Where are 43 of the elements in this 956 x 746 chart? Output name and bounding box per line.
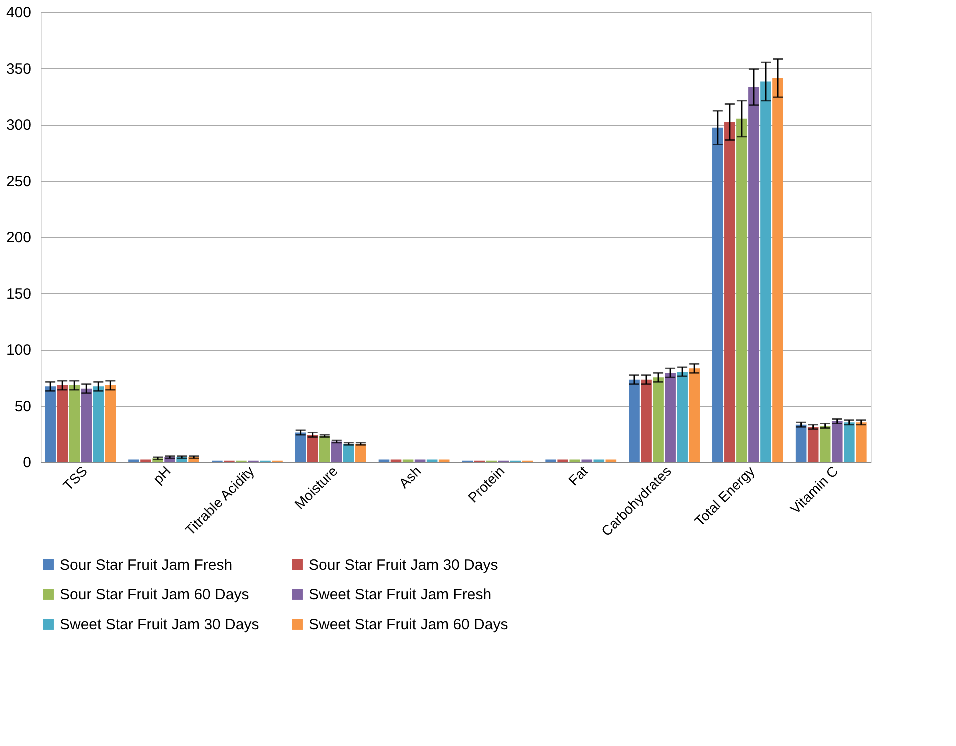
- bar: [356, 444, 366, 462]
- bar: [45, 386, 56, 462]
- bar: [105, 386, 116, 462]
- bar: [57, 386, 68, 462]
- x-tick-label: TSS: [60, 463, 91, 494]
- bar: [677, 372, 688, 462]
- bar: [748, 87, 760, 462]
- y-tick-label: 0: [23, 454, 32, 472]
- bar: [641, 380, 652, 462]
- bar: [665, 373, 676, 462]
- y-tick-label: 200: [6, 230, 32, 246]
- bar: [772, 78, 784, 462]
- y-tick-label: 350: [6, 60, 32, 78]
- bar: [712, 128, 724, 462]
- y-tick-label: 400: [6, 4, 32, 22]
- bar: [93, 386, 104, 462]
- bar: [653, 378, 664, 462]
- bar: [319, 436, 330, 462]
- bar: [629, 380, 640, 462]
- bar: [724, 122, 736, 462]
- bar: [760, 82, 772, 462]
- bar: [689, 368, 700, 462]
- legend-label: Sour Star Fruit Jam 60 Days: [60, 586, 250, 604]
- x-tick-label: pH: [150, 463, 174, 488]
- y-tick-label: 300: [6, 117, 32, 134]
- legend-label: Sweet Star Fruit Jam 30 Days: [60, 616, 260, 634]
- legend-label: Sweet Star Fruit Jam Fresh: [309, 586, 492, 604]
- bar: [343, 444, 354, 462]
- x-tick-label: Fat: [565, 463, 592, 489]
- bar: [832, 422, 843, 462]
- y-tick-label: 250: [6, 173, 32, 190]
- y-tick-label: 100: [6, 342, 32, 359]
- legend-label: Sour Star Fruit Jam Fresh: [60, 556, 233, 574]
- bar: [69, 386, 80, 462]
- bar: [307, 435, 318, 462]
- legend-label: Sour Star Fruit Jam 30 Days: [309, 556, 498, 574]
- legend-label: Sweet Star Fruit Jam 60 Days: [309, 616, 508, 634]
- y-tick-label: 150: [6, 286, 32, 303]
- bar: [81, 388, 92, 462]
- bar: [820, 426, 831, 462]
- x-tick-label: Ash: [396, 463, 424, 492]
- bar: [736, 118, 748, 462]
- y-tick-label: 50: [14, 398, 32, 416]
